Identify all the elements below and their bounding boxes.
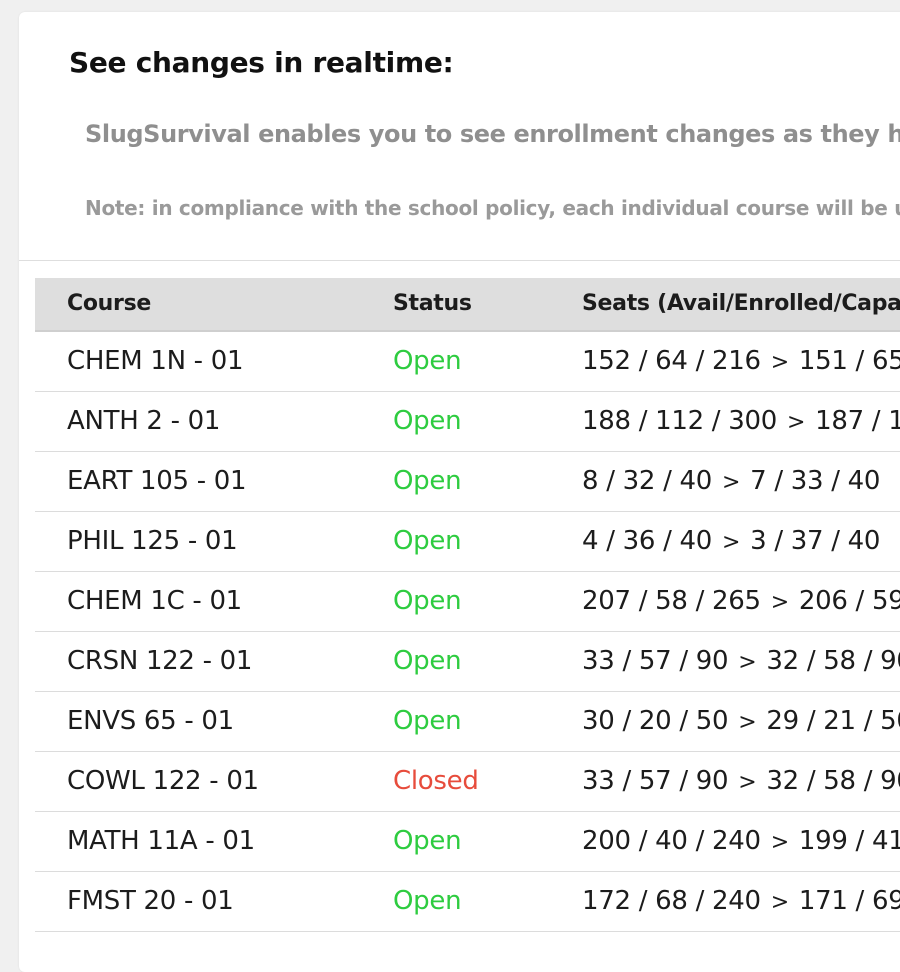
seats-before: 33 / 57 / 90 xyxy=(582,766,729,796)
table-row[interactable]: PHIL 125 - 01 Open 4 / 36 / 40 >3 / 37 / 40 xyxy=(35,512,900,572)
status-badge: Open xyxy=(393,586,462,616)
course-code: ANTH 2 - 01 xyxy=(67,406,221,436)
status-badge: Open xyxy=(393,346,462,376)
seats-after: 29 / 21 / 50 xyxy=(766,706,900,736)
status-badge: Open xyxy=(393,646,462,676)
seats-after: 151 / 65 xyxy=(798,346,900,376)
seats-change: 200 / 40 / 240 >199 / 41 xyxy=(582,812,900,872)
status-badge: Open xyxy=(393,466,462,496)
seats-after: 199 / 41 xyxy=(798,826,900,856)
seats-change: 207 / 58 / 265 >206 / 59 xyxy=(582,572,900,632)
column-header-status[interactable]: Status xyxy=(393,291,472,316)
chevron-right-icon: > xyxy=(770,830,789,855)
seats-after: 3 / 37 / 40 xyxy=(750,526,881,556)
chevron-right-icon: > xyxy=(738,770,757,795)
status-badge: Open xyxy=(393,706,462,736)
seats-before: 200 / 40 / 240 xyxy=(582,826,761,856)
status-badge: Open xyxy=(393,406,462,436)
table-row[interactable]: EART 105 - 01 Open 8 / 32 / 40 >7 / 33 / 40 xyxy=(35,452,900,512)
seats-after: 32 / 58 / 90 xyxy=(766,766,900,796)
table-row[interactable]: MATH 11A - 01 Open 200 / 40 / 240 >199 / 41 xyxy=(35,812,900,872)
intro-text: SlugSurvival enables you to see enrollme… xyxy=(85,120,900,148)
seats-before: 172 / 68 / 240 xyxy=(582,886,761,916)
course-code: CHEM 1C - 01 xyxy=(67,586,242,616)
course-code: EART 105 - 01 xyxy=(67,466,247,496)
table-row[interactable]: CRSN 122 - 01 Open 33 / 57 / 90 >32 / 58 / … xyxy=(35,632,900,692)
column-header-course[interactable]: Course xyxy=(67,291,151,316)
course-code: ENVS 65 - 01 xyxy=(67,706,234,736)
table-row[interactable]: CHEM 1C - 01 Open 207 / 58 / 265 >206 / 59 xyxy=(35,572,900,632)
table-row[interactable]: ENVS 65 - 01 Open 30 / 20 / 50 >29 / 21 / 5… xyxy=(35,692,900,752)
page-title: See changes in realtime: xyxy=(69,46,454,79)
seats-change: 152 / 64 / 216 >151 / 65 xyxy=(582,332,900,392)
course-code: FMST 20 - 01 xyxy=(67,886,234,916)
seats-change: 8 / 32 / 40 >7 / 33 / 40 xyxy=(582,452,880,512)
card-header: See changes in realtime: SlugSurvival en… xyxy=(19,12,900,261)
seats-before: 33 / 57 / 90 xyxy=(582,646,729,676)
chevron-right-icon: > xyxy=(722,470,741,495)
seats-before: 152 / 64 / 216 xyxy=(582,346,761,376)
chevron-right-icon: > xyxy=(738,650,757,675)
seats-before: 8 / 32 / 40 xyxy=(582,466,712,496)
table-header: Course Status Seats (Avail/Enrolled/Capa… xyxy=(35,278,900,332)
seats-after: 206 / 59 xyxy=(798,586,900,616)
seats-change: 172 / 68 / 240 >171 / 69 xyxy=(582,872,900,932)
seats-after: 32 / 58 / 90 xyxy=(766,646,900,676)
course-code: MATH 11A - 01 xyxy=(67,826,255,856)
seats-change: 4 / 36 / 40 >3 / 37 / 40 xyxy=(582,512,880,572)
seats-change: 33 / 57 / 90 >32 / 58 / 90 xyxy=(582,752,900,812)
chevron-right-icon: > xyxy=(722,530,741,555)
status-badge: Open xyxy=(393,886,462,916)
enrollment-table: Course Status Seats (Avail/Enrolled/Capa… xyxy=(35,278,900,932)
status-badge: Open xyxy=(393,826,462,856)
table-row[interactable]: ANTH 2 - 01 Open 188 / 112 / 300 >187 / 11 xyxy=(35,392,900,452)
course-code: CHEM 1N - 01 xyxy=(67,346,244,376)
column-header-seats[interactable]: Seats (Avail/Enrolled/Capacity xyxy=(582,291,900,316)
table-row[interactable]: FMST 20 - 01 Open 172 / 68 / 240 >171 / 69 xyxy=(35,872,900,932)
course-code: PHIL 125 - 01 xyxy=(67,526,238,556)
seats-change: 30 / 20 / 50 >29 / 21 / 50 xyxy=(582,692,900,752)
policy-note: Note: in compliance with the school poli… xyxy=(85,196,900,220)
seats-change: 33 / 57 / 90 >32 / 58 / 90 xyxy=(582,632,900,692)
seats-change: 188 / 112 / 300 >187 / 11 xyxy=(582,392,900,452)
chevron-right-icon: > xyxy=(738,710,757,735)
chevron-right-icon: > xyxy=(770,590,789,615)
seats-after: 171 / 69 xyxy=(798,886,900,916)
seats-before: 207 / 58 / 265 xyxy=(582,586,761,616)
seats-after: 187 / 11 xyxy=(815,406,900,436)
realtime-card: See changes in realtime: SlugSurvival en… xyxy=(19,12,900,972)
chevron-right-icon: > xyxy=(770,350,789,375)
chevron-right-icon: > xyxy=(786,410,806,435)
seats-before: 4 / 36 / 40 xyxy=(582,526,712,556)
seats-before: 188 / 112 / 300 xyxy=(582,406,777,436)
table-row[interactable]: COWL 122 - 01 Closed 33 / 57 / 90 >32 / 58 … xyxy=(35,752,900,812)
status-badge: Closed xyxy=(393,766,479,796)
status-badge: Open xyxy=(393,526,462,556)
course-code: CRSN 122 - 01 xyxy=(67,646,253,676)
table-row[interactable]: CHEM 1N - 01 Open 152 / 64 / 216 >151 / 65 xyxy=(35,332,900,392)
seats-before: 30 / 20 / 50 xyxy=(582,706,729,736)
seats-after: 7 / 33 / 40 xyxy=(750,466,881,496)
chevron-right-icon: > xyxy=(770,890,789,915)
table-body: CHEM 1N - 01 Open 152 / 64 / 216 >151 / 65 A… xyxy=(35,332,900,932)
course-code: COWL 122 - 01 xyxy=(67,766,259,796)
